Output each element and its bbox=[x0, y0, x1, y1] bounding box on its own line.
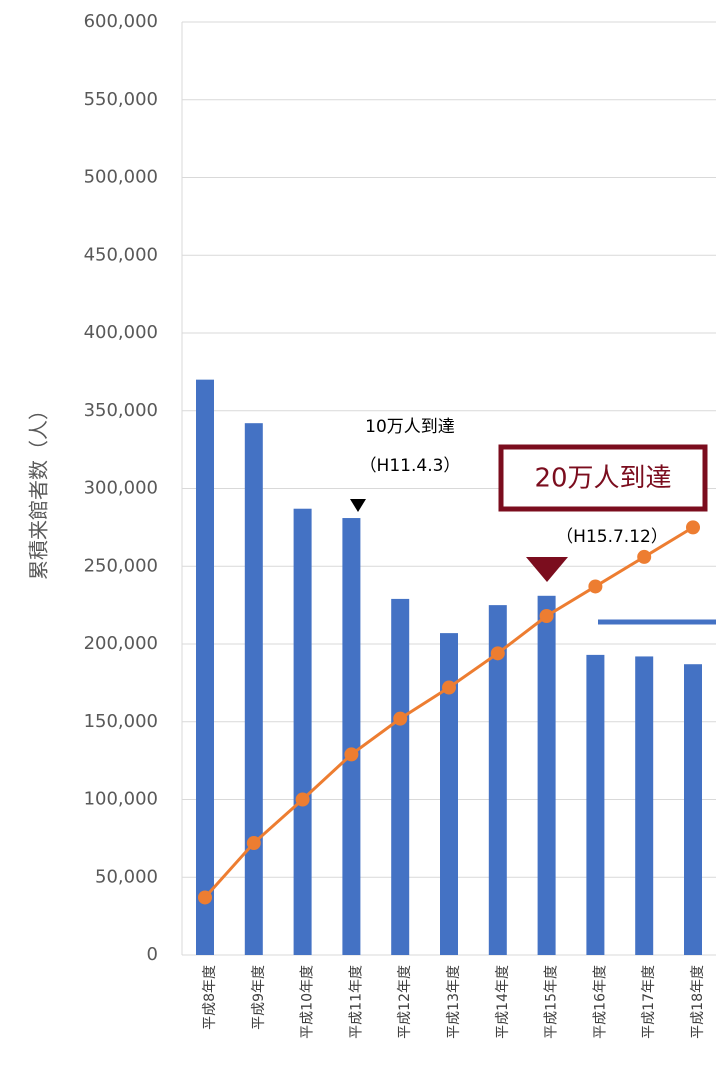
bar bbox=[196, 379, 214, 955]
line-marker bbox=[442, 680, 456, 695]
annotation-arrow bbox=[526, 557, 568, 582]
annotation: 10万人到達 bbox=[365, 417, 455, 437]
bar bbox=[586, 654, 605, 955]
line-marker bbox=[539, 609, 554, 624]
y-axis-label: 累積来館者数（人） bbox=[27, 400, 51, 580]
x-tick-label: 平成12年度 bbox=[397, 965, 413, 1039]
annotation-box bbox=[498, 444, 708, 512]
line-marker bbox=[490, 646, 505, 661]
line-marker bbox=[198, 890, 212, 905]
x-tick-label: 平成8年度 bbox=[202, 965, 218, 1030]
y-tick-label: 250,000 bbox=[84, 555, 158, 576]
x-tick-label: 平成17年度 bbox=[641, 965, 657, 1039]
bar bbox=[244, 423, 263, 955]
line-marker bbox=[246, 836, 261, 851]
bar bbox=[635, 656, 654, 955]
y-tick-label: 200,000 bbox=[84, 633, 158, 654]
y-tick-label: 350,000 bbox=[84, 400, 158, 421]
y-tick-label: 450,000 bbox=[84, 244, 158, 265]
y-tick-label: 50,000 bbox=[95, 866, 158, 887]
annotation-arrow bbox=[350, 499, 366, 512]
y-tick-label: 400,000 bbox=[84, 322, 158, 343]
y-tick-label: 550,000 bbox=[84, 89, 158, 110]
line-marker bbox=[588, 579, 603, 594]
x-tick-label: 平成16年度 bbox=[592, 965, 608, 1039]
line-marker bbox=[637, 549, 652, 564]
y-tick-label: 600,000 bbox=[84, 11, 158, 32]
bar bbox=[293, 508, 312, 955]
line-marker bbox=[393, 711, 408, 726]
line-marker bbox=[686, 520, 700, 535]
x-tick-label: 平成14年度 bbox=[495, 965, 511, 1039]
y-tick-label: 0 bbox=[147, 944, 158, 965]
y-tick-label: 100,000 bbox=[84, 789, 158, 810]
x-tick-label: 平成13年度 bbox=[446, 965, 462, 1039]
line-marker bbox=[344, 747, 359, 762]
y-tick-label: 500,000 bbox=[84, 167, 158, 188]
bar bbox=[488, 605, 507, 955]
y-tick-label: 300,000 bbox=[84, 478, 158, 499]
bar bbox=[537, 595, 556, 955]
x-tick-label: 平成11年度 bbox=[348, 965, 364, 1039]
y-tick-label: 150,000 bbox=[84, 711, 158, 732]
annotation: （H11.4.3） bbox=[360, 456, 461, 476]
x-tick-label: 平成9年度 bbox=[251, 965, 267, 1030]
annotation: 20万人到達 bbox=[534, 464, 671, 494]
bar bbox=[342, 518, 361, 955]
bar bbox=[391, 598, 410, 955]
bar bbox=[684, 664, 702, 955]
x-tick-label: 平成10年度 bbox=[300, 965, 316, 1039]
x-tick-label: 平成18年度 bbox=[690, 965, 706, 1039]
annotation: （H15.7.12） bbox=[556, 527, 668, 547]
bar bbox=[440, 633, 458, 955]
x-tick-label: 平成15年度 bbox=[544, 965, 560, 1039]
line-marker bbox=[295, 792, 310, 807]
